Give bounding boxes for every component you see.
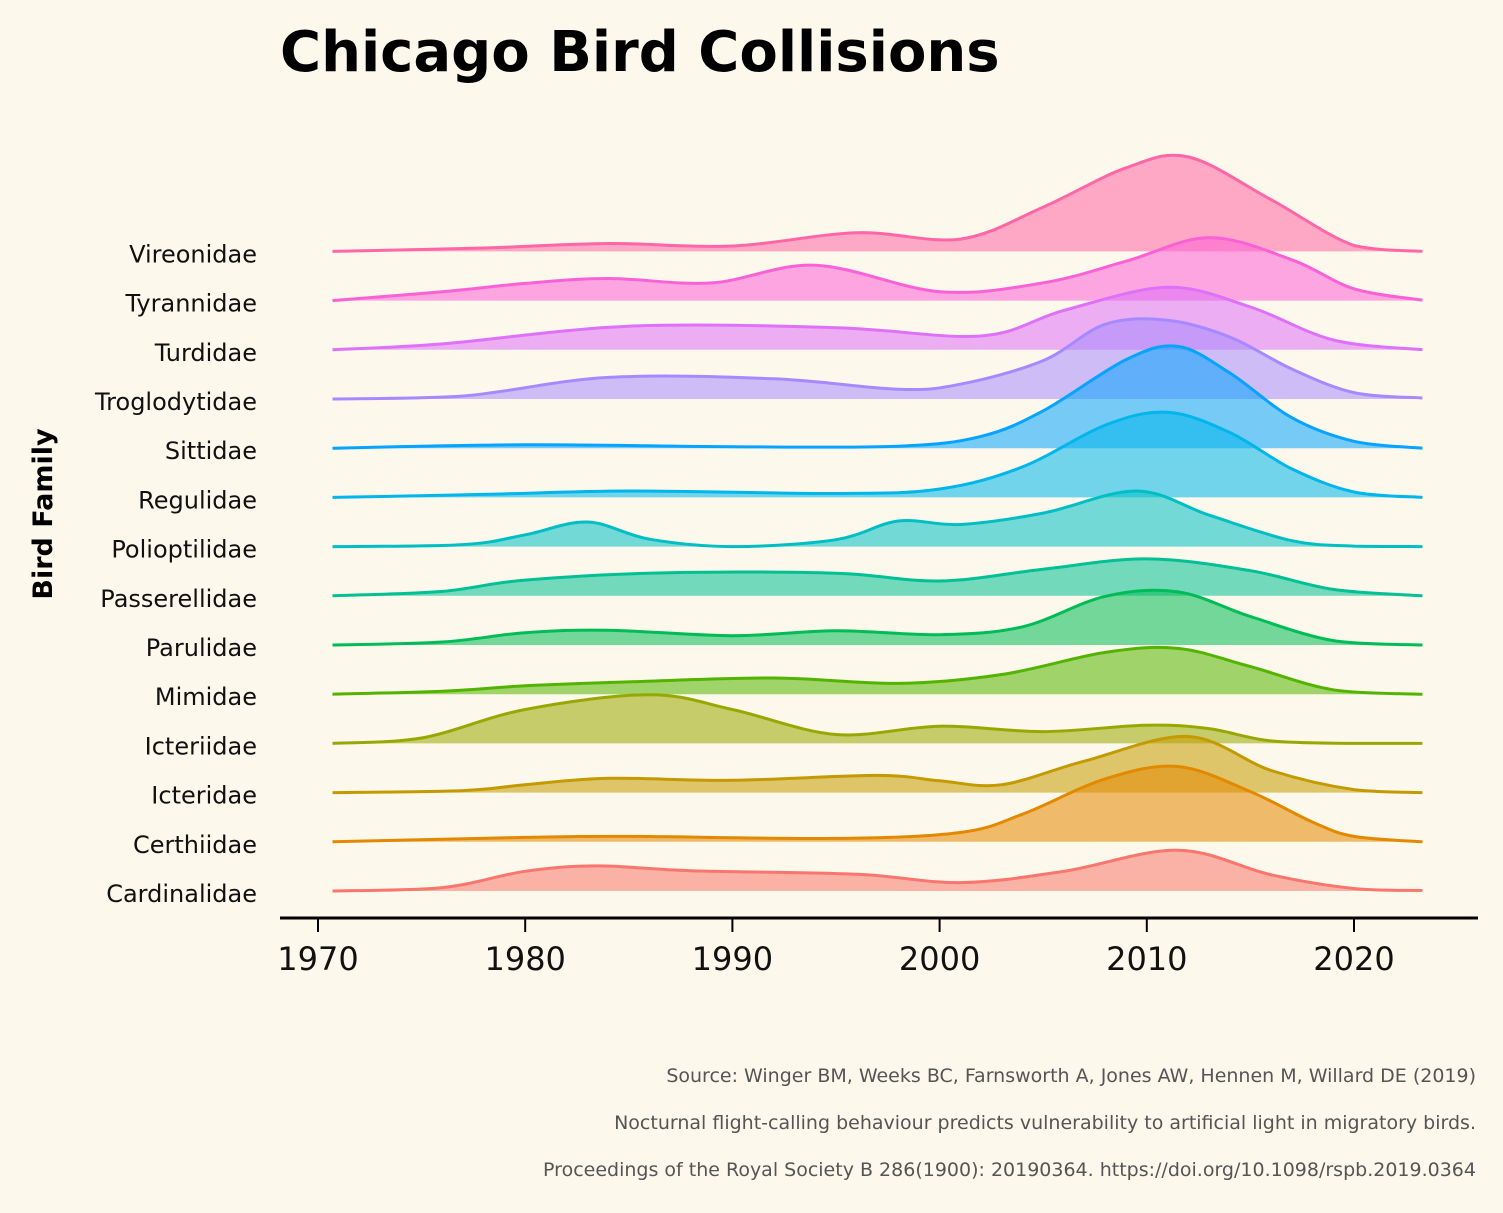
y-tick-label-icteriidae: Icteriidae [145,732,257,760]
ridge-vireonidae [332,153,1423,253]
ridge-line-icteriidae [332,693,1423,745]
y-tick-label-polioptilidae: Polioptilidae [111,536,257,564]
y-tick-label-regulidae: Regulidae [138,486,257,514]
ridge-mimidae [332,645,1423,696]
x-axis-ticks: 1970 1980 1990 2000 2010 2020 [277,918,1395,978]
ridge-line-mimidae [332,645,1423,696]
ridge-line-certhiidae [332,764,1423,844]
ridge-certhiidae [332,764,1423,844]
caption-line-3: Proceedings of the Royal Society B 286(1… [543,1159,1476,1181]
ridge-regulidae [332,410,1423,499]
y-tick-label-vireonidae: Vireonidae [129,240,257,268]
y-tick-label-troglodytidae: Troglodytidae [94,388,257,416]
ridge-cardinalidae [332,848,1423,893]
ridge-line-turdidae [332,285,1423,352]
ridge-line-parulidae [332,588,1423,647]
y-axis-title: Bird Family [28,428,59,600]
y-tick-label-cardinalidae: Cardinalidae [106,880,257,908]
ridge-area-regulidae [332,412,1423,498]
ridges [332,153,1423,893]
y-tick-label-certhiidae: Certhiidae [133,831,257,859]
x-tick-label-1980: 1980 [484,940,565,978]
y-tick-label-icteridae: Icteridae [151,782,257,810]
x-tick-label-2020: 2020 [1313,940,1394,978]
ridge-line-vireonidae [332,153,1423,253]
y-tick-label-passerellidae: Passerellidae [100,585,257,613]
ridge-tyrannidae [332,236,1423,303]
ridge-passerellidae [332,557,1423,598]
ridge-line-sittidae [332,344,1423,450]
ridge-area-certhiidae [332,766,1423,842]
x-tick-label-2010: 2010 [1106,940,1187,978]
ridge-line-icteridae [332,734,1423,795]
ridge-line-tyrannidae [332,236,1423,303]
y-tick-label-sittidae: Sittidae [165,437,257,465]
y-tick-label-turdidae: Turdidae [154,339,257,367]
ridge-area-mimidae [332,647,1423,695]
ridge-line-troglodytidae [332,317,1423,401]
ridge-line-cardinalidae [332,848,1423,893]
ridge-line-regulidae [332,410,1423,499]
chart-title: Chicago Bird Collisions [280,20,1000,85]
y-tick-label-parulidae: Parulidae [146,634,257,662]
x-tick-label-2000: 2000 [899,940,980,978]
x-tick-label-1970: 1970 [277,940,358,978]
caption-line-1: Source: Winger BM, Weeks BC, Farnsworth … [666,1065,1476,1087]
ridge-polioptilidae [332,489,1423,549]
ridge-icteridae [332,734,1423,795]
y-tick-label-tyrannidae: Tyrannidae [125,290,258,318]
ridge-line-passerellidae [332,557,1423,598]
ridge-line-polioptilidae [332,489,1423,549]
ridge-area-cardinalidae [332,850,1423,891]
ridge-area-icteriidae [332,694,1423,744]
caption-line-2: Nocturnal flight-calling behaviour predi… [614,1112,1476,1134]
x-tick-label-1990: 1990 [692,940,773,978]
ridge-area-vireonidae [332,155,1423,252]
caption: Source: Winger BM, Weeks BC, Farnsworth … [543,1065,1476,1181]
ridge-area-polioptilidae [332,490,1423,547]
ridge-icteriidae [332,693,1423,745]
y-tick-label-mimidae: Mimidae [155,683,257,711]
ridge-parulidae [332,588,1423,647]
y-axis-labels: Cardinalidae Certhiidae Icteridae Icteriida… [94,240,257,908]
